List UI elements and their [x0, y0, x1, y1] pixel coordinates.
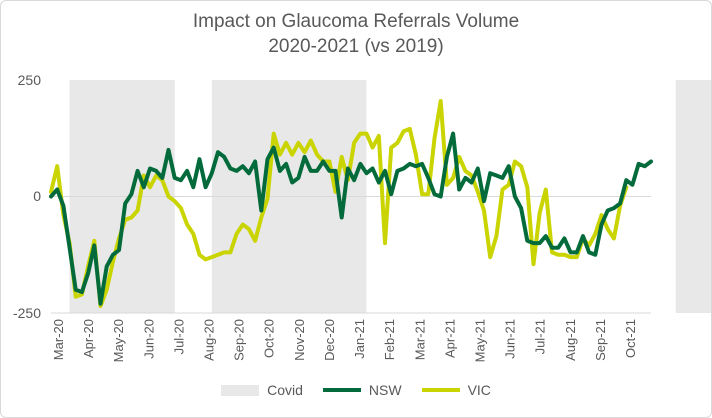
legend-label-covid: Covid [267, 382, 303, 398]
x-tick-label: Sep-21 [593, 319, 608, 361]
x-tick-label: Feb-21 [382, 319, 397, 360]
chart-title-block: Impact on Glaucoma Referrals Volume 2020… [1, 9, 711, 59]
chart-title: Impact on Glaucoma Referrals Volume [192, 11, 520, 32]
x-tick-label: Nov-20 [292, 319, 307, 361]
x-tick-label: Mar-21 [412, 319, 427, 360]
y-tick-label: -250 [13, 305, 41, 321]
x-tick-label: Aug-20 [202, 319, 217, 361]
x-tick-label: Jul-20 [171, 319, 186, 354]
x-axis-ticks: Mar-20 Apr-20 May-20 Jun-20 Jul-20 Aug-20 Sep-… [51, 319, 638, 362]
legend-label-vic: VIC [467, 382, 491, 398]
legend-swatch-vic [421, 388, 460, 392]
legend-item-vic: VIC [421, 382, 491, 398]
y-tick-label: 250 [18, 72, 42, 88]
chart-subtitle: 2020-2021 (vs 2019) [268, 36, 444, 57]
x-tick-label: Aug-21 [563, 319, 578, 361]
x-tick-label: Jan-21 [352, 319, 367, 359]
x-tick-label: Jun-20 [141, 319, 156, 359]
y-axis-ticks: 250 0 -250 [13, 72, 41, 321]
x-tick-label: Mar-20 [51, 319, 66, 360]
legend-swatch-nsw [322, 388, 361, 392]
x-tick-label: May-20 [111, 319, 126, 362]
legend-swatch-covid [221, 384, 260, 396]
x-tick-label: May-21 [472, 319, 487, 362]
x-tick-label: Jul-21 [533, 319, 548, 354]
y-tick-label: 0 [33, 188, 41, 204]
x-tick-label: Oct-20 [262, 319, 277, 358]
x-tick-label: Sep-20 [232, 319, 247, 361]
covid-period-band [675, 80, 711, 313]
legend-item-covid: Covid [221, 382, 303, 398]
series-line-nsw [49, 131, 653, 306]
x-tick-label: Dec-20 [322, 319, 337, 361]
x-tick-label: Jun-21 [503, 319, 518, 359]
series-lines [49, 99, 653, 308]
legend-label-nsw: NSW [368, 382, 402, 398]
x-tick-label: Oct-21 [623, 319, 638, 358]
x-tick-label: Apr-21 [442, 319, 457, 358]
legend-item-nsw: NSW [322, 382, 402, 398]
x-tick-label: Apr-20 [81, 319, 96, 358]
legend: Covid NSW VIC [1, 382, 711, 398]
